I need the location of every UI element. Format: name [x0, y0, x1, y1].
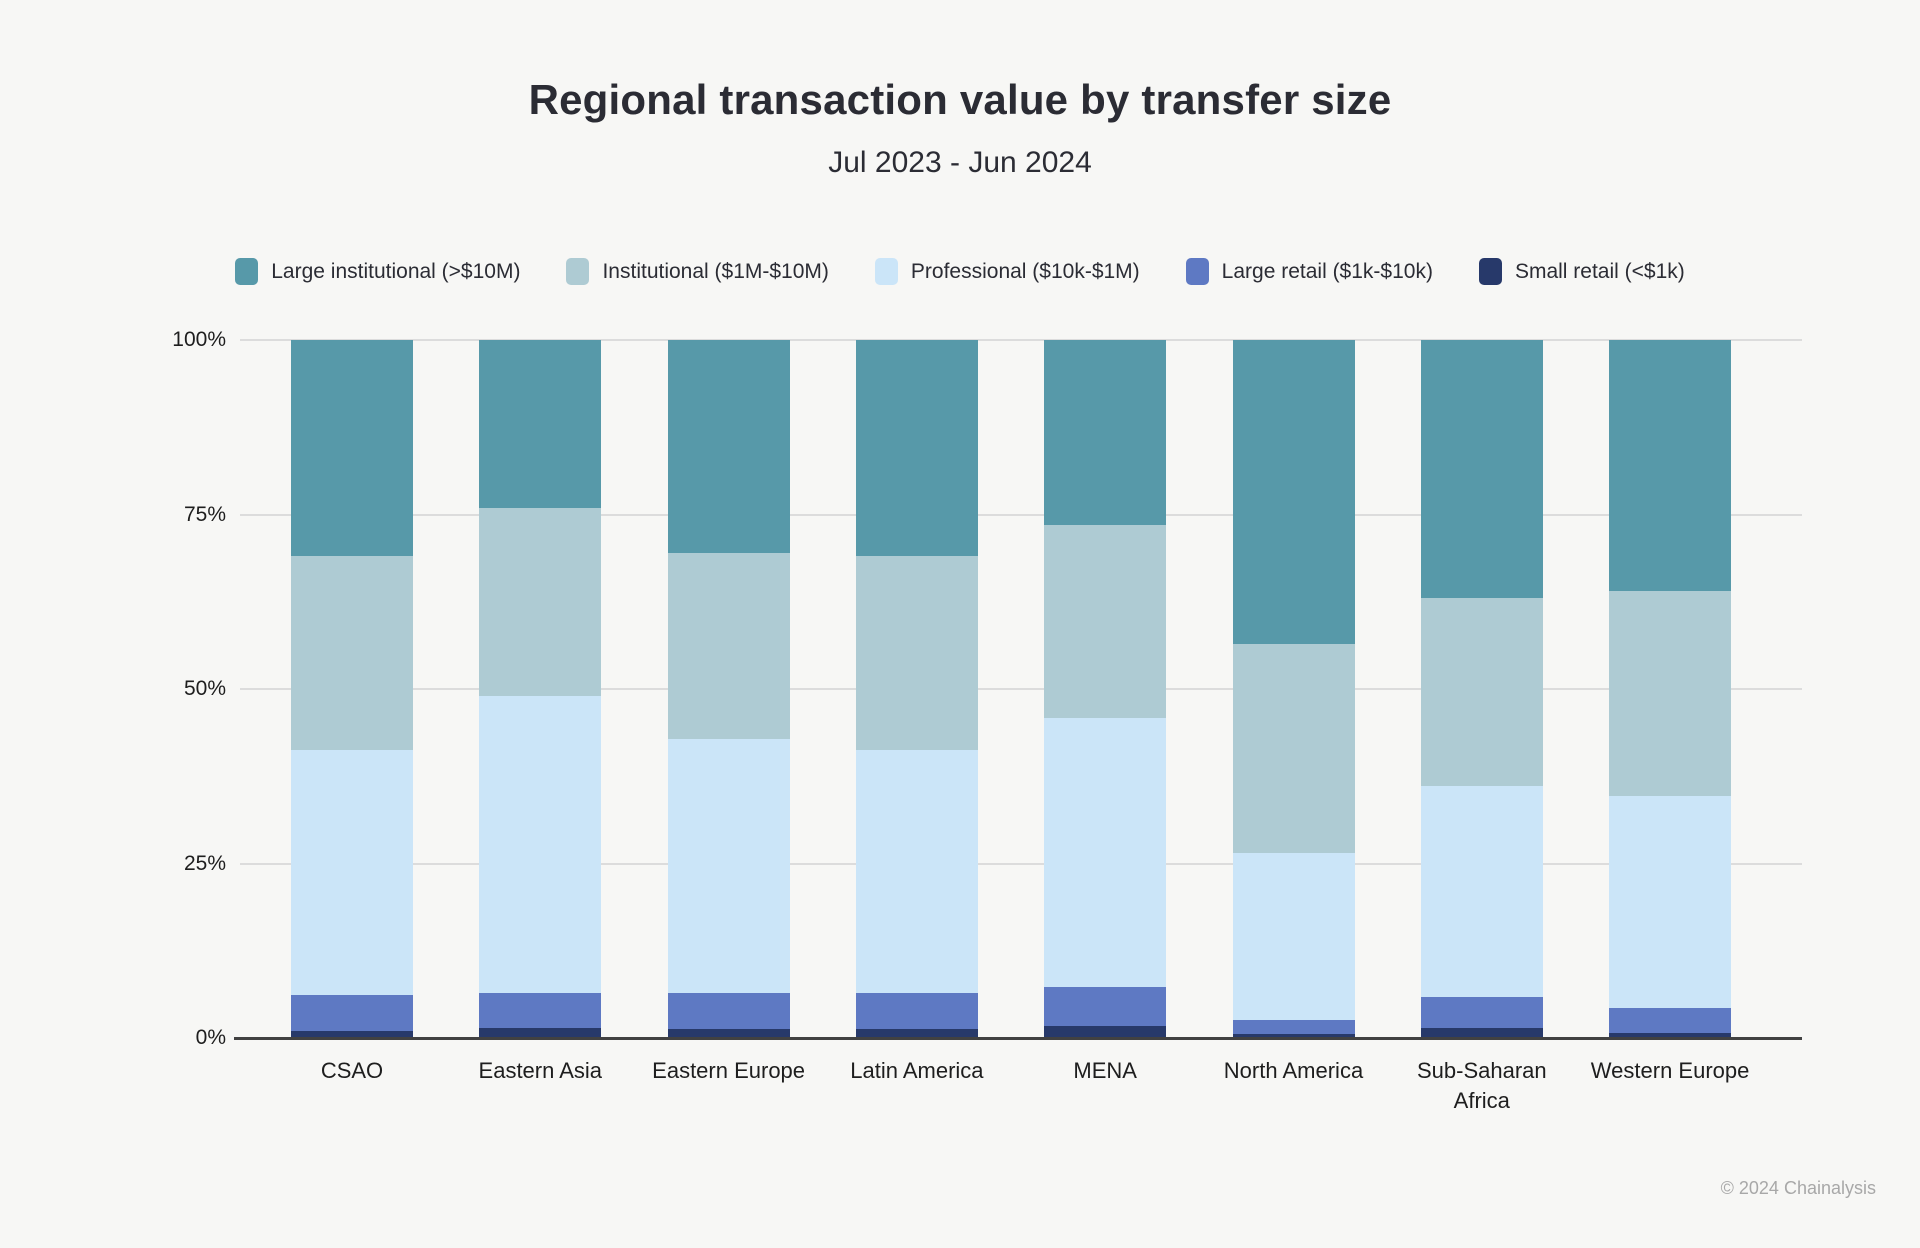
legend-swatch-icon — [874, 258, 898, 285]
bar-eastern-asia — [479, 340, 602, 1038]
chart-title: Regional transaction value by transfer s… — [528, 76, 1392, 123]
bar-segment — [667, 552, 790, 740]
y-axis-tick-label: 25% — [183, 851, 226, 875]
bar-segment — [291, 995, 413, 1031]
gridline — [240, 688, 1802, 690]
copyright-notice: © 2024 Chainalysis — [1720, 1178, 1876, 1198]
x-axis-label: Eastern Asia — [478, 1058, 603, 1083]
bar-segment — [479, 340, 602, 508]
bar-segment — [1232, 1034, 1355, 1038]
bar-north-america — [1232, 340, 1355, 1038]
gridline — [240, 339, 1802, 341]
y-axis-tick-label: 75% — [183, 502, 226, 526]
bar-segment — [1420, 340, 1543, 599]
bar-segment — [667, 739, 790, 993]
legend-item: Large institutional (>$10M) — [235, 258, 520, 285]
y-axis-tick-label: 0% — [195, 1026, 226, 1049]
bar-segment — [1609, 1007, 1732, 1034]
bar-latin-america — [855, 340, 978, 1038]
gridline — [240, 513, 1802, 516]
legend-label: Large institutional (>$10M) — [271, 259, 521, 283]
x-axis-label: Western Europe — [1590, 1058, 1750, 1083]
bar-segment — [667, 992, 790, 1029]
bar-segment — [291, 1031, 413, 1038]
bar-segment — [1609, 340, 1732, 592]
bar-segment — [855, 556, 978, 751]
bar-segment — [1420, 997, 1543, 1029]
x-axis-label: CSAO — [320, 1058, 384, 1083]
bar-segment — [1232, 1019, 1355, 1035]
legend-label: Small retail (<$1k) — [1514, 259, 1685, 283]
bar-segment — [1232, 340, 1355, 644]
bar-csao — [291, 340, 413, 1038]
bar-segment — [855, 340, 978, 557]
legend-item: Professional ($10k-$1M) — [874, 258, 1140, 285]
bar-segment — [291, 556, 413, 750]
chart-subtitle: Jul 2023 - Jun 2024 — [828, 146, 1092, 179]
bar-segment — [479, 507, 602, 696]
bar-segment — [667, 340, 790, 553]
x-axis-label: MENA — [1073, 1058, 1137, 1083]
bar-segment — [667, 1028, 790, 1038]
bar-segment — [291, 749, 413, 996]
x-axis-label: Eastern Europe — [652, 1058, 806, 1083]
bar-segment — [1044, 524, 1167, 719]
y-axis-tick-label: 100% — [172, 328, 226, 351]
bar-eastern-europe — [667, 340, 790, 1038]
bar-segment — [1420, 786, 1543, 998]
bar-segment — [1420, 1028, 1543, 1038]
bar-segment — [1609, 795, 1732, 1008]
bar-segment — [1044, 340, 1167, 525]
x-axis-label: Latin America — [850, 1058, 984, 1083]
plot-area: 0% 25% 50% 75% 100% CSAO Eastern Asia Eastern E… — [172, 328, 1802, 1113]
bar-segment — [1232, 853, 1355, 1020]
legend: Large institutional (>$10M) Institutional… — [0, 258, 1920, 285]
legend-label: Large retail ($1k-$10k) — [1221, 259, 1433, 283]
legend-swatch-icon — [566, 258, 590, 285]
bar-segment — [855, 750, 978, 993]
bar-segment — [479, 695, 602, 993]
x-axis-line — [234, 1037, 1802, 1040]
bar-western-europe — [1609, 340, 1732, 1038]
x-axis-label: North America — [1223, 1058, 1364, 1083]
bar-segment — [855, 992, 978, 1029]
legend-item: Institutional ($1M-$10M) — [566, 258, 829, 285]
legend-label: Institutional ($1M-$10M) — [602, 259, 829, 283]
bar-segment — [1044, 1026, 1167, 1038]
legend-label: Professional ($10k-$1M) — [910, 259, 1140, 283]
legend-swatch-icon — [235, 258, 259, 285]
x-axis-label: Sub-Saharan Africa — [1416, 1058, 1547, 1113]
bar-segment — [1232, 643, 1355, 854]
bar-sub-saharan-africa — [1420, 340, 1543, 1038]
legend-item: Large retail ($1k-$10k) — [1185, 258, 1433, 285]
y-axis-tick-label: 50% — [183, 677, 226, 700]
bar-segment — [479, 1028, 602, 1038]
bar-segment — [1044, 987, 1167, 1027]
bar-segment — [855, 1028, 978, 1038]
legend-item: Small retail (<$1k) — [1478, 258, 1685, 285]
bar-segment — [1609, 1033, 1732, 1038]
bar-segment — [291, 340, 413, 557]
bar-mena — [1044, 340, 1167, 1038]
bar-segment — [1044, 718, 1167, 988]
bar-segment — [1609, 591, 1732, 796]
legend-swatch-icon — [1478, 258, 1502, 285]
legend-swatch-icon — [1185, 258, 1209, 285]
gridline — [240, 862, 1802, 865]
bar-segment — [479, 992, 602, 1029]
bar-segment — [1420, 598, 1543, 786]
